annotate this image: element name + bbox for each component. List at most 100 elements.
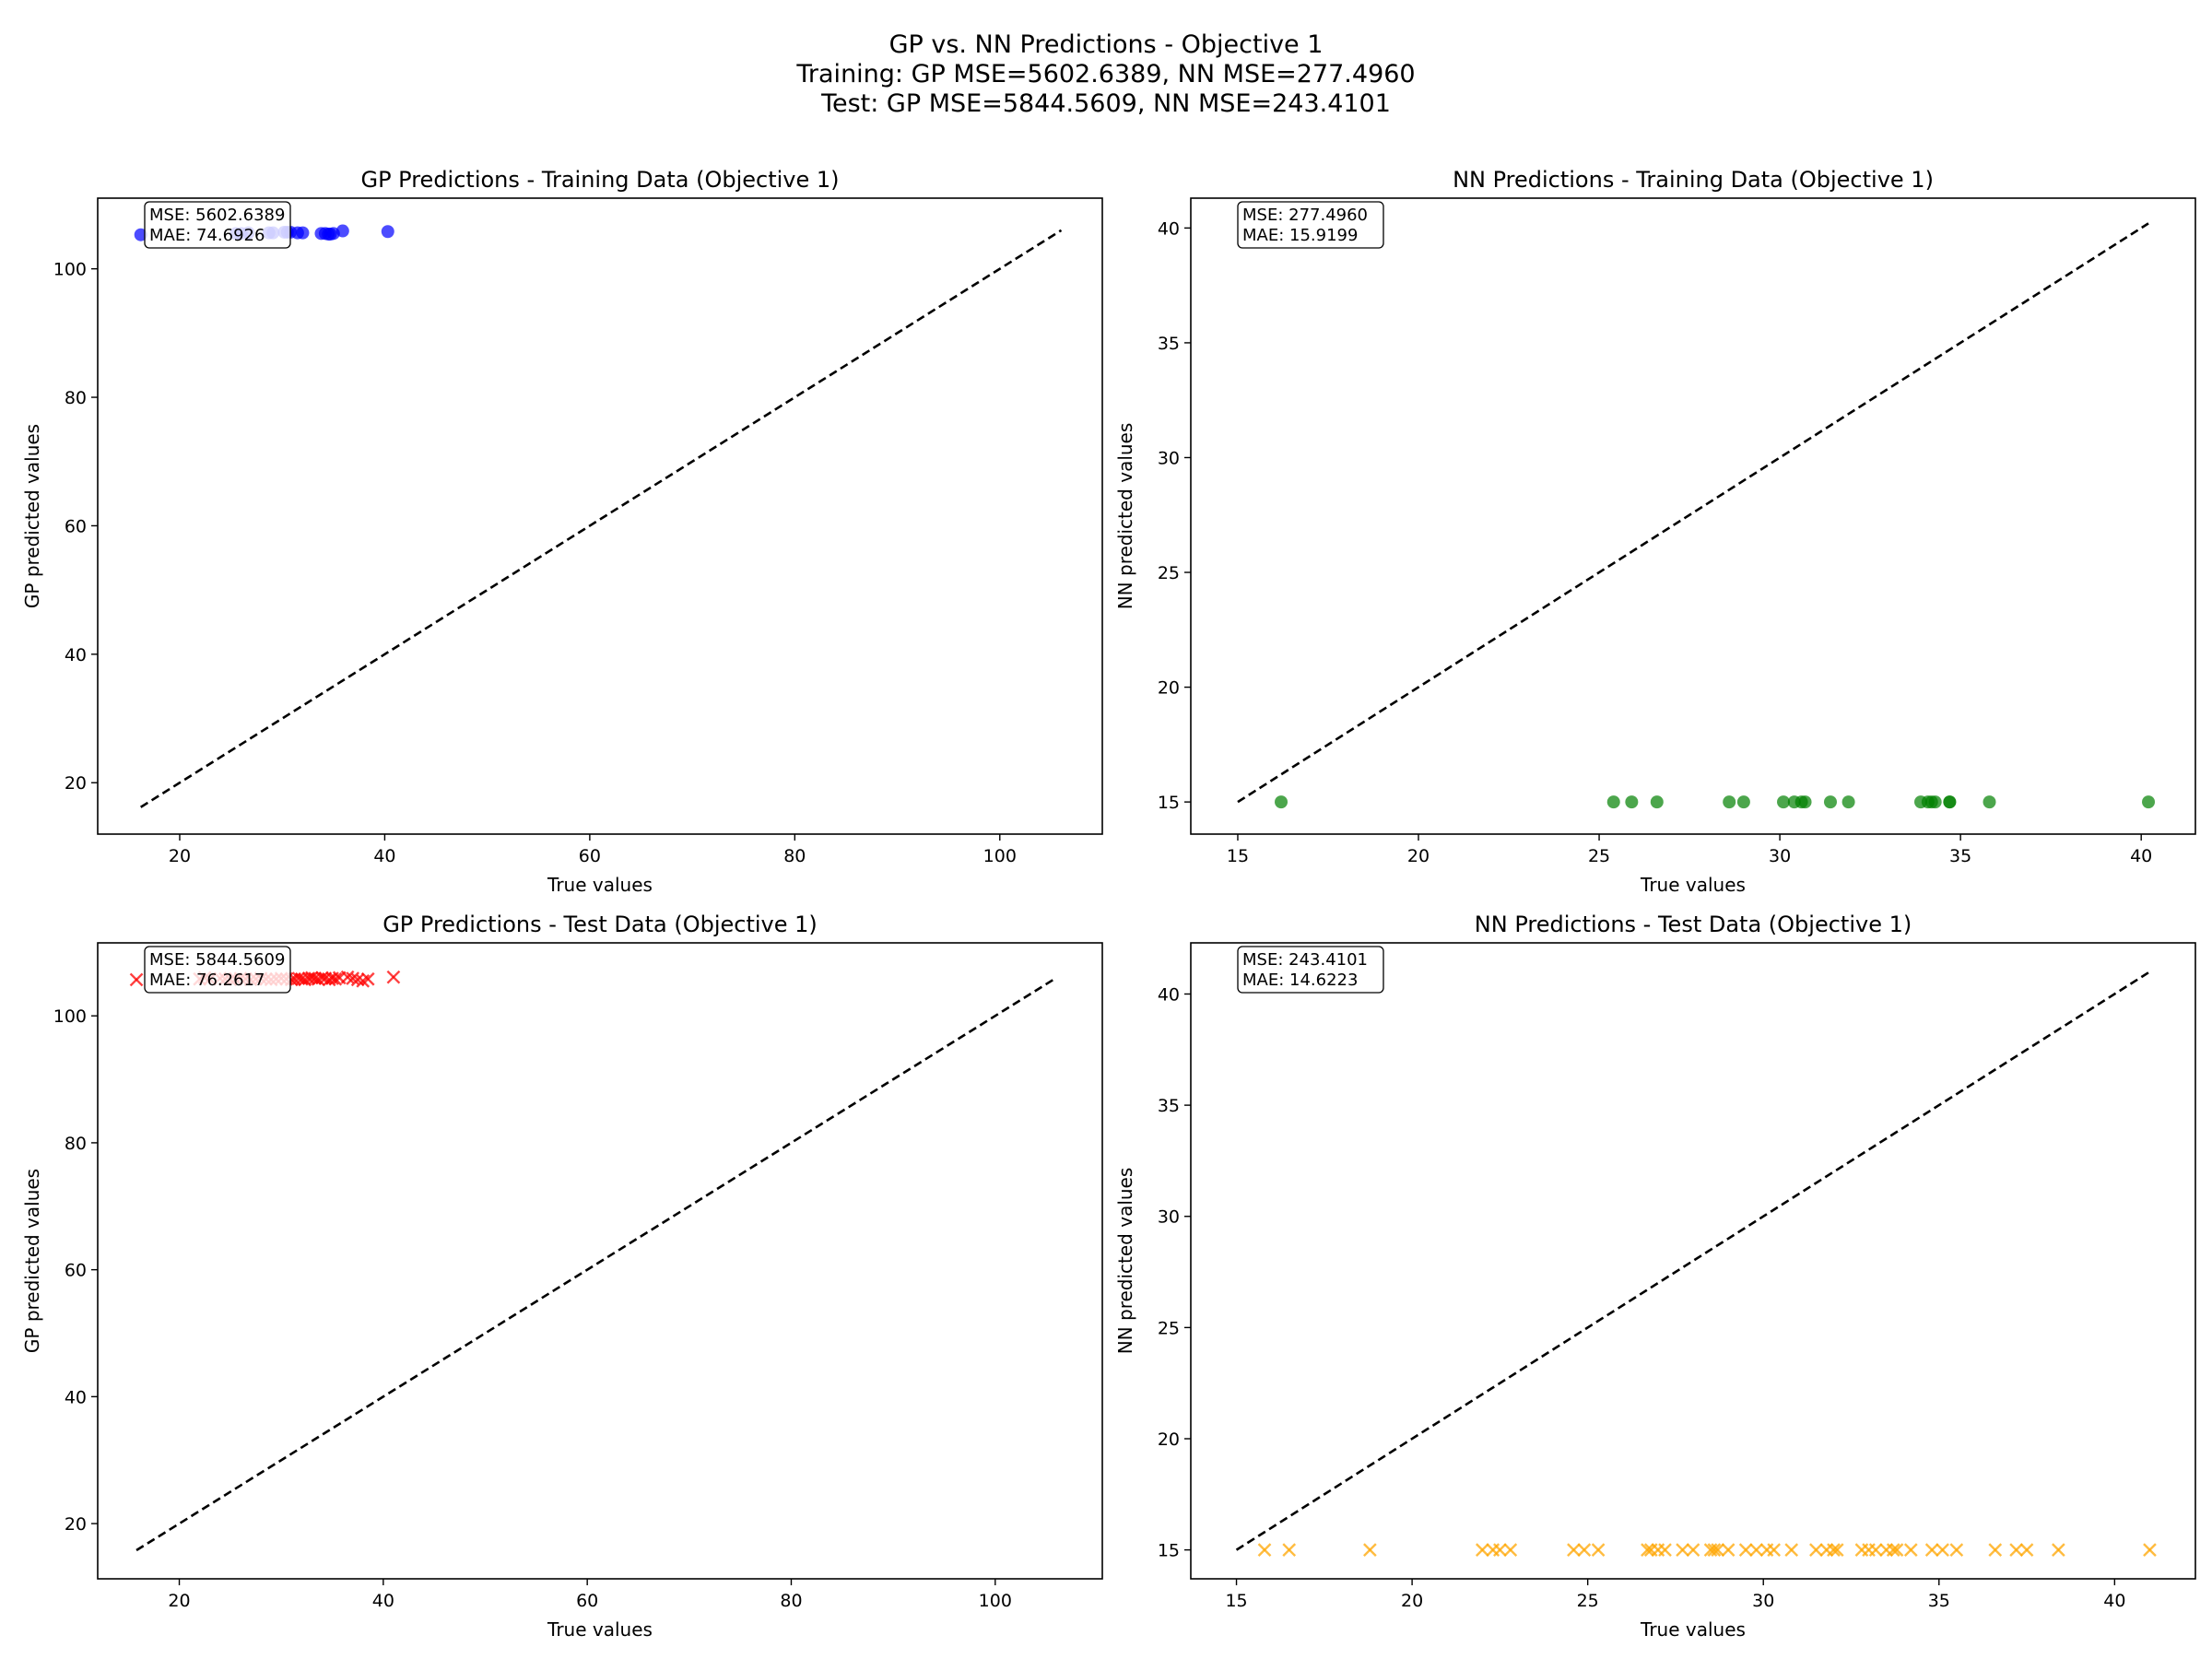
y-tick-label: 40 [1158, 984, 1180, 1005]
data-point [1738, 1543, 1753, 1557]
x-tick-label: 40 [2103, 1591, 2125, 1611]
y-tick-label: 30 [1158, 1207, 1180, 1228]
data-point [2009, 1543, 2023, 1557]
y-tick-label: 100 [53, 1006, 87, 1027]
y-tick-label: 25 [1158, 563, 1180, 583]
axes-frame [97, 197, 1103, 835]
stats-mae: MAE: 74.6926 [149, 226, 265, 245]
data-point [1767, 1543, 1782, 1557]
data-point [1591, 1543, 1606, 1557]
suptitle-line-3: Test: GP MSE=5844.5609, NN MSE=243.4101 [820, 89, 1391, 118]
subplot-gp-test: GP Predictions - Test Data (Objective 1)… [21, 912, 1103, 1641]
x-tick-label: 25 [1577, 1591, 1599, 1611]
axes-frame [97, 942, 1103, 1580]
y-tick-label: 30 [1158, 448, 1180, 468]
data-point [129, 972, 144, 987]
data-point [1943, 795, 1957, 809]
data-point [1924, 1543, 1939, 1557]
x-tick-label: 100 [979, 1591, 1012, 1611]
axes-frame [1190, 942, 2196, 1580]
data-point [296, 226, 310, 240]
x-tick-label: 40 [2130, 846, 2152, 866]
stats-mse: MSE: 5602.6389 [149, 206, 285, 225]
data-point [1988, 1543, 2003, 1557]
data-point [1889, 1543, 1904, 1557]
subplot-gp-training: GP Predictions - Training Data (Objectiv… [21, 167, 1103, 896]
stats-mse: MSE: 277.4960 [1242, 206, 1368, 225]
x-tick-label: 80 [780, 1591, 802, 1611]
suptitle-line-2: Training: GP MSE=5602.6389, NN MSE=277.4… [795, 60, 1415, 88]
suptitle-line-1: GP vs. NN Predictions - Objective 1 [889, 30, 1324, 59]
data-point [1841, 795, 1855, 809]
y-tick-label: 60 [65, 1261, 87, 1281]
axes-frame [1190, 197, 2196, 835]
data-point [1928, 795, 1942, 809]
y-axis-label: GP predicted values [21, 424, 43, 608]
subplot-nn-test: NN Predictions - Test Data (Objective 1)… [1114, 912, 2196, 1641]
data-point [1868, 1543, 1883, 1557]
diagonal-reference-line [135, 976, 1057, 1552]
stats-box [1237, 946, 1384, 994]
x-tick-label: 20 [1401, 1591, 1423, 1611]
y-tick-label: 20 [1158, 1430, 1180, 1450]
data-point [1567, 1543, 1581, 1557]
diagonal-reference-line [1235, 971, 2151, 1551]
x-tick-label: 30 [1752, 1591, 1774, 1611]
data-point [350, 972, 365, 987]
y-tick-label: 20 [65, 773, 87, 794]
stats-mse: MSE: 243.4101 [1242, 950, 1368, 970]
data-point [1784, 1543, 1799, 1557]
stats-mae: MAE: 14.6223 [1242, 971, 1358, 990]
y-tick-label: 80 [65, 388, 87, 408]
data-point [1809, 1543, 1823, 1557]
x-axis-label: True values [547, 874, 653, 896]
data-point [335, 224, 349, 238]
diagonal-reference-line [140, 229, 1063, 808]
data-point [1363, 1543, 1377, 1557]
y-tick-label: 40 [65, 1387, 87, 1407]
x-axis-label: True values [547, 1618, 653, 1641]
data-point [1777, 795, 1791, 809]
y-tick-label: 20 [65, 1514, 87, 1535]
y-tick-label: 80 [65, 1134, 87, 1154]
y-axis-label: GP predicted values [21, 1169, 43, 1353]
x-tick-label: 80 [783, 846, 806, 866]
stats-box [144, 946, 291, 994]
data-point [1827, 1543, 1841, 1557]
subplot-title: NN Predictions - Training Data (Objectiv… [1453, 167, 1934, 193]
stats-mae: MAE: 15.9199 [1242, 226, 1358, 245]
y-tick-label: 25 [1158, 1318, 1180, 1338]
data-point [1723, 795, 1736, 809]
data-point [1257, 1543, 1272, 1557]
x-tick-label: 35 [1928, 1591, 1950, 1611]
y-tick-label: 60 [65, 516, 87, 536]
y-tick-label: 100 [53, 260, 87, 280]
data-point [1903, 1543, 1918, 1557]
x-tick-label: 25 [1588, 846, 1610, 866]
stats-mse: MSE: 5844.5609 [149, 950, 285, 970]
data-point [1282, 1543, 1297, 1557]
x-tick-label: 15 [1227, 846, 1249, 866]
diagonal-reference-line [1237, 222, 2149, 804]
x-tick-label: 30 [1769, 846, 1791, 866]
data-point [1676, 1543, 1689, 1557]
data-point [1625, 795, 1639, 809]
data-point [2143, 1543, 2157, 1557]
data-point [1886, 1543, 1900, 1557]
data-point [1707, 1543, 1722, 1557]
stats-box [1237, 201, 1384, 249]
y-tick-label: 15 [1158, 1541, 1180, 1561]
stats-mae: MAE: 76.2617 [149, 971, 265, 990]
data-point [1650, 795, 1664, 809]
y-tick-label: 40 [1158, 218, 1180, 239]
data-point [2019, 1543, 2034, 1557]
data-point [1658, 1543, 1672, 1557]
data-point [1606, 795, 1620, 809]
data-point [328, 971, 343, 986]
x-tick-label: 35 [1949, 846, 1971, 866]
data-point [1711, 1543, 1725, 1557]
data-point [1475, 1543, 1489, 1557]
data-point [340, 970, 355, 984]
data-point [1736, 795, 1750, 809]
